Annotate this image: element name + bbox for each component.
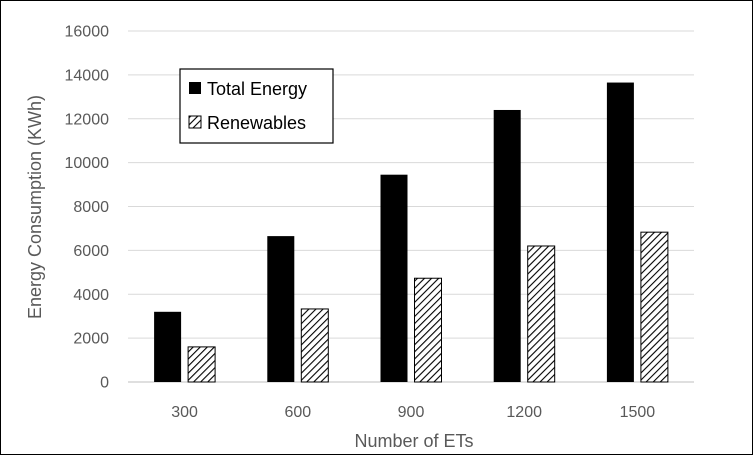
legend: Total Energy Renewables <box>179 68 334 144</box>
x-axis-title: Number of ETs <box>354 431 473 451</box>
x-tick-label: 600 <box>284 404 311 421</box>
x-tick-label: 1200 <box>506 404 542 421</box>
bar-renewables-1500 <box>640 231 669 383</box>
x-tick-label: 300 <box>171 404 198 421</box>
x-tick-label: 1500 <box>620 404 656 421</box>
y-tick-labels: 0 2000 4000 6000 8000 10000 12000 14000 16000 <box>65 24 110 392</box>
legend-box <box>179 68 334 144</box>
bars <box>154 82 669 383</box>
bar-renewables-600 <box>300 308 329 383</box>
y-tick-label: 6000 <box>73 243 109 260</box>
bar-renewables-900 <box>414 277 442 383</box>
bar-total-energy-600 <box>267 236 295 382</box>
y-tick-label: 16000 <box>65 24 110 41</box>
y-tick-label: 12000 <box>65 111 110 128</box>
bar-total-energy-1500 <box>606 82 634 382</box>
y-tick-label: 2000 <box>73 331 109 348</box>
y-tick-label: 10000 <box>65 155 110 172</box>
y-tick-label: 0 <box>100 375 109 392</box>
bar-renewables-300 <box>187 346 216 383</box>
legend-swatch-renewables <box>188 115 202 129</box>
y-axis-title: Energy Consumption (KWh) <box>25 95 45 319</box>
bar-total-energy-300 <box>154 311 182 382</box>
y-tick-label: 8000 <box>73 199 109 216</box>
legend-label-total-energy: Total Energy <box>207 79 307 99</box>
bar-total-energy-900 <box>380 174 408 382</box>
x-tick-label: 900 <box>398 404 425 421</box>
y-tick-label: 4000 <box>73 287 109 304</box>
y-tick-label: 14000 <box>65 67 110 84</box>
x-tick-labels: 300 600 900 1200 1500 <box>171 404 655 421</box>
bar-renewables-1200 <box>527 245 556 383</box>
bar-total-energy-1200 <box>493 109 521 382</box>
legend-swatch-total-energy <box>189 82 201 94</box>
legend-label-renewables: Renewables <box>207 113 306 133</box>
